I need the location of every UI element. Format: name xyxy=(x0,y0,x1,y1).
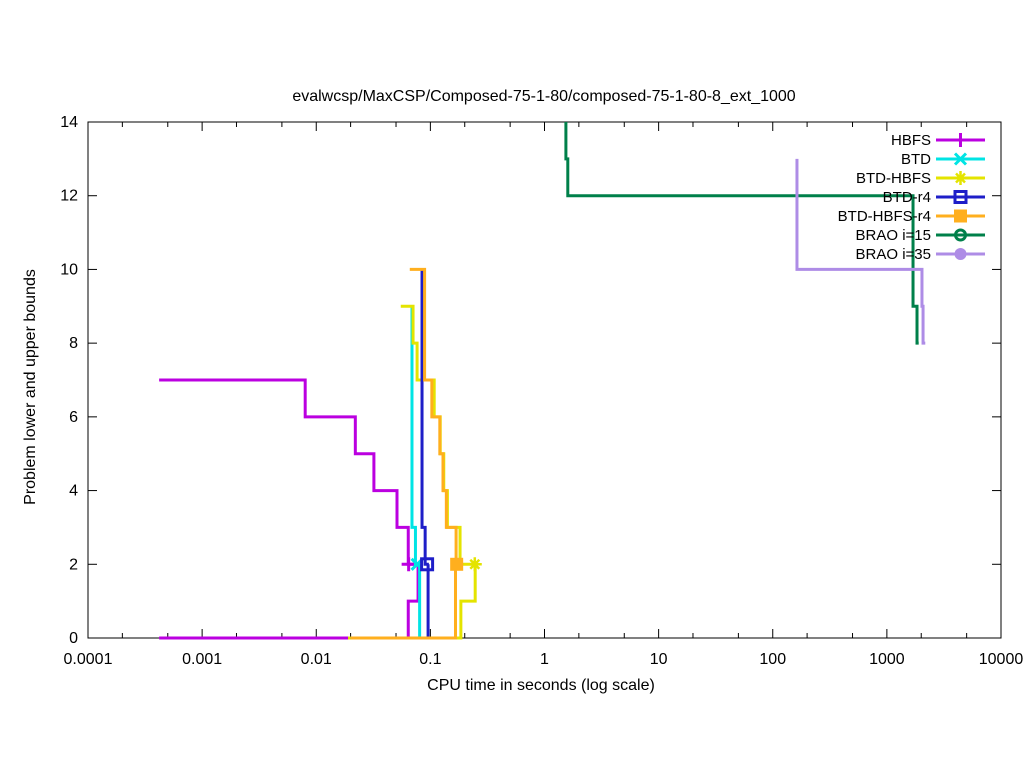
legend-entry-brao-i-15: BRAO i=15 xyxy=(856,227,985,244)
x-axis-label: CPU time in seconds (log scale) xyxy=(427,677,655,694)
lower-bound-hbfs xyxy=(159,564,420,640)
series-btd-hbfs-r4 xyxy=(350,267,464,640)
legend-label-btd-r4: BTD-r4 xyxy=(883,189,931,206)
x-tick-label: 10 xyxy=(650,651,668,668)
x-axis-ticks: 0.0001 0.001 0.01 0.1 1 10 100 1000 10000 xyxy=(64,122,1024,668)
legend-entry-hbfs: HBFS xyxy=(891,132,985,149)
series-brao-i-15 xyxy=(564,122,919,345)
upper-bound-brao-i-15 xyxy=(564,122,919,345)
legend: HBFS BTD BTD-HBFS BTD-r4 BTD-HBFS-r4 BRAO i=1… xyxy=(838,132,985,263)
plus-marker-shape xyxy=(401,557,416,572)
open-square-marker-shape xyxy=(953,190,968,204)
asterisk-marker-shape xyxy=(467,557,482,572)
x-tick-label: 1000 xyxy=(869,651,905,668)
x-tick-label: 0.1 xyxy=(419,651,441,668)
legend-marker-btd xyxy=(953,152,968,166)
x-tick-label: 10000 xyxy=(979,651,1024,668)
legend-label-brao-i-35: BRAO i=35 xyxy=(856,246,931,263)
x-tick-label: 0.0001 xyxy=(64,651,113,668)
x-tick-label: 0.001 xyxy=(182,651,222,668)
legend-marker-brao-i-35 xyxy=(954,248,967,260)
y-tick-label: 6 xyxy=(69,409,78,426)
legend-marker-hbfs xyxy=(953,133,968,147)
solved-marker-hbfs xyxy=(401,557,416,572)
upper-bound-hbfs xyxy=(159,378,419,566)
legend-marker-brao-i-15 xyxy=(954,228,967,242)
x-tick-label: 100 xyxy=(759,651,786,668)
legend-marker-btd-hbfs-r4 xyxy=(954,209,967,223)
legend-entry-btd-hbfs: BTD-HBFS xyxy=(856,170,985,187)
series-hbfs xyxy=(159,378,420,640)
upper-bound-btd-r4 xyxy=(420,269,429,566)
asterisk-marker-shape xyxy=(953,171,968,185)
series-brao-i-35 xyxy=(795,158,926,345)
x-tick-label: 0.01 xyxy=(301,651,332,668)
y-tick-label: 12 xyxy=(60,188,78,205)
open-circle-marker-shape xyxy=(954,228,967,242)
y-tick-label: 10 xyxy=(60,261,78,278)
cross-marker-shape xyxy=(953,152,968,166)
legend-label-brao-i-15: BRAO i=15 xyxy=(856,227,931,244)
series-btd-hbfs xyxy=(348,304,482,640)
y-tick-label: 2 xyxy=(69,556,78,573)
solved-marker-btd-hbfs xyxy=(467,557,482,572)
legend-label-hbfs: HBFS xyxy=(891,132,931,149)
filled-circle-marker-shape xyxy=(954,248,967,260)
legend-marker-btd-hbfs xyxy=(953,171,968,185)
y-tick-label: 8 xyxy=(69,335,78,352)
y-tick-label: 14 xyxy=(60,114,78,131)
open-square-marker-shape xyxy=(420,557,435,572)
x-tick-label: 1 xyxy=(540,651,549,668)
legend-label-btd-hbfs-r4: BTD-HBFS-r4 xyxy=(838,208,931,225)
solved-marker-btd-hbfs-r4 xyxy=(450,557,464,571)
upper-bound-brao-i-35 xyxy=(795,158,926,345)
filled-square-marker-shape xyxy=(954,209,967,223)
y-axis-label: Problem lower and upper bounds xyxy=(22,269,39,505)
chart-title: evalwcsp/MaxCSP/Composed-75-1-80/compose… xyxy=(292,88,796,105)
solved-marker-btd-r4 xyxy=(420,557,435,572)
lower-bound-btd-hbfs-r4 xyxy=(350,564,457,640)
series-layer xyxy=(159,122,926,640)
series-btd xyxy=(350,306,424,640)
y-axis-ticks: 0 2 4 6 8 10 12 14 xyxy=(60,114,1001,647)
legend-entry-brao-i-35: BRAO i=35 xyxy=(856,246,985,263)
y-tick-label: 0 xyxy=(69,630,78,647)
y-tick-label: 4 xyxy=(69,483,78,500)
filled-square-marker-shape xyxy=(450,557,464,571)
legend-entry-btd-hbfs-r4: BTD-HBFS-r4 xyxy=(838,208,985,225)
legend-label-btd-hbfs: BTD-HBFS xyxy=(856,170,931,187)
legend-entry-btd-r4: BTD-r4 xyxy=(883,189,985,206)
plus-marker-shape xyxy=(953,133,968,147)
upper-bound-btd-hbfs-r4 xyxy=(409,267,462,566)
legend-entry-btd: BTD xyxy=(901,151,985,168)
legend-label-btd: BTD xyxy=(901,151,931,168)
legend-marker-btd-r4 xyxy=(953,190,968,204)
